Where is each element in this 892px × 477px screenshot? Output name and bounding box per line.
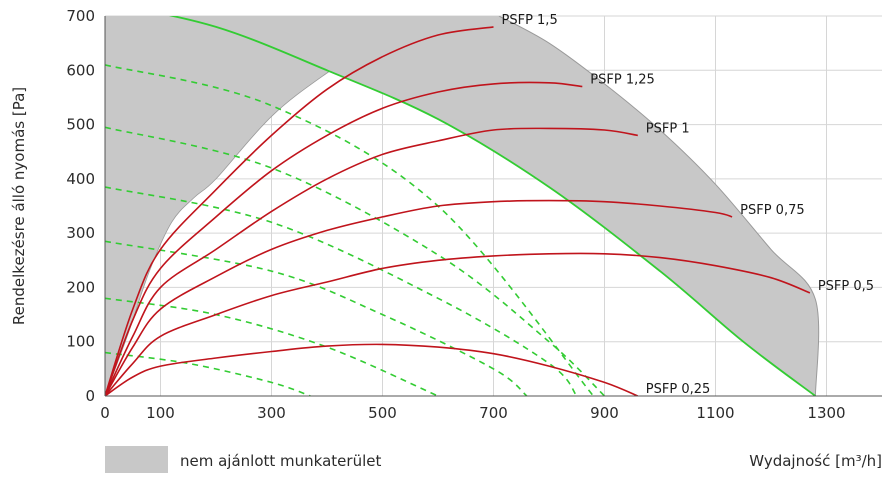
system-curve-3 — [105, 186, 578, 396]
y-tick-label: 200 — [66, 278, 95, 296]
y-tick-label: 700 — [66, 7, 95, 25]
system-curve-2 — [105, 126, 606, 396]
x-tick-label: 700 — [479, 404, 508, 422]
psfp-label-4: PSFP 0,75 — [740, 203, 805, 218]
y-tick-label: 300 — [66, 224, 95, 242]
y-tick-label: 400 — [66, 170, 95, 188]
psfp-label-6: PSFP 0,25 — [646, 382, 711, 397]
psfp-curve-6 — [105, 343, 639, 396]
psfp-curve-3 — [105, 127, 638, 396]
psfp-labels: PSFP 1,5 PSFP 1,25 PSFP 1 PSFP 0,75 PSFP 0,5… — [502, 13, 875, 397]
legend-label: nem ajánlott munkaterület — [180, 452, 381, 470]
system-curve-4 — [105, 240, 528, 396]
y-axis-title: Rendelkezésre álló nyomás [Pa] — [10, 87, 28, 325]
y-tick-label: 500 — [66, 116, 95, 134]
psfp-curves — [105, 26, 811, 396]
y-tick-label: 600 — [66, 61, 95, 79]
psfp-curve-2 — [105, 81, 583, 396]
restricted-area — [105, 16, 820, 396]
legend-swatch — [105, 446, 168, 473]
x-tick-label: 900 — [590, 404, 619, 422]
restricted-area-right — [173, 16, 819, 396]
psfp-curve-5 — [105, 252, 811, 396]
y-tick-label: 100 — [66, 333, 95, 351]
x-tick-label: 1100 — [696, 404, 734, 422]
psfp-label-1: PSFP 1,5 — [502, 13, 558, 28]
x-tick-label: 0 — [100, 404, 110, 422]
x-tick-label: 100 — [146, 404, 175, 422]
axes: 0 100 300 500 700 900 1100 1300 0 100 200 300 400 500… — [66, 7, 882, 422]
x-axis-title: Wydajność [m³/h] — [749, 452, 882, 470]
system-curve-5 — [105, 297, 439, 396]
psfp-curve-1 — [105, 26, 494, 396]
x-tick-label: 1300 — [807, 404, 845, 422]
system-curve-1 — [105, 64, 595, 396]
limit-curve — [168, 16, 816, 396]
psfp-curve-4 — [105, 199, 733, 396]
psfp-label-3: PSFP 1 — [646, 121, 690, 136]
psfp-label-5: PSFP 0,5 — [818, 279, 874, 294]
restricted-area-edge — [498, 16, 820, 396]
limit-curve-group — [168, 16, 816, 396]
x-tick-label: 500 — [368, 404, 397, 422]
psfp-label-2: PSFP 1,25 — [590, 73, 655, 88]
y-tick-label: 0 — [85, 387, 95, 405]
x-tick-label: 300 — [257, 404, 286, 422]
